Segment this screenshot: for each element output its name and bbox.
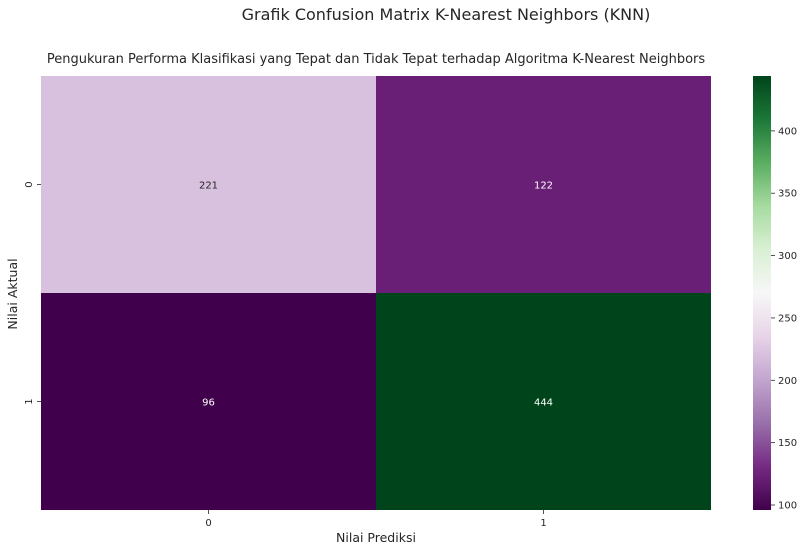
y-axis-label: Nilai Aktual — [5, 258, 20, 329]
colorbar-ticks: 100 150 200 250 300 350 400 — [771, 126, 797, 512]
colorbar-tick-label: 300 — [778, 251, 797, 262]
heatmap-cell — [376, 293, 711, 510]
colorbar-tick-label: 100 — [778, 501, 797, 512]
heatmap-cell — [41, 76, 376, 293]
colorbar-tick-label: 200 — [778, 376, 797, 387]
colorbar — [753, 76, 771, 510]
colorbar-tick-label: 350 — [778, 189, 797, 200]
y-tick-label: 1 — [24, 398, 35, 404]
y-axis-ticks: 01 — [24, 181, 41, 405]
x-tick-label: 1 — [540, 518, 546, 529]
x-axis-label: Nilai Prediksi — [336, 530, 416, 545]
colorbar-tick-label: 400 — [778, 126, 797, 137]
x-tick-label: 0 — [205, 518, 211, 529]
heatmap-cell — [41, 293, 376, 510]
cell-value-label: 444 — [534, 398, 553, 409]
cell-value-label: 221 — [199, 181, 218, 192]
chart-suptitle: Grafik Confusion Matrix K-Nearest Neighb… — [242, 5, 651, 24]
colorbar-tick-label: 150 — [778, 438, 797, 449]
heatmap-cells: 221 122 96 444 — [41, 76, 711, 510]
colorbar-tick-label: 250 — [778, 313, 797, 324]
cell-value-label: 96 — [202, 398, 215, 409]
heatmap-cell — [376, 76, 711, 293]
chart-title: Pengukuran Performa Klasifikasi yang Tep… — [47, 52, 706, 67]
cell-value-label: 122 — [534, 181, 553, 192]
y-tick-label: 0 — [24, 181, 35, 187]
